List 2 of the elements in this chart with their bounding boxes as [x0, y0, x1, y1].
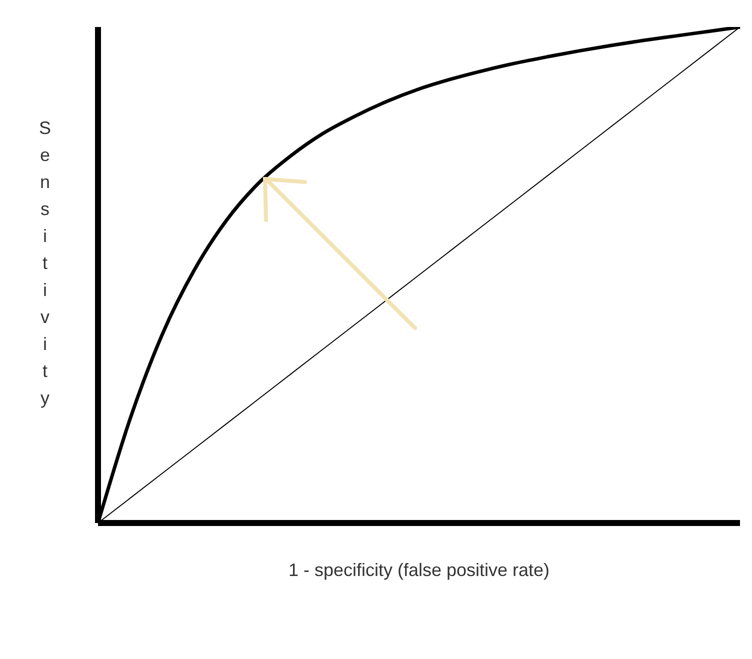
x-axis-title: 1 - specificity (false positive rate)	[288, 560, 550, 580]
y-axis-title: Sensitivity	[35, 118, 55, 415]
